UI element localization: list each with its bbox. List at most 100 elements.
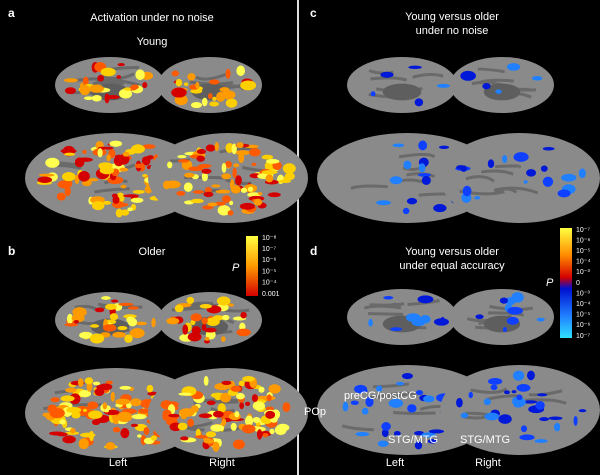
- activation: [62, 435, 76, 444]
- activation: [115, 398, 131, 405]
- activation: [211, 184, 221, 188]
- activation: [186, 296, 195, 304]
- activation: [236, 328, 251, 337]
- activation: [401, 373, 414, 380]
- activation: [78, 438, 89, 450]
- sulcus: [398, 152, 436, 159]
- activation: [380, 71, 394, 78]
- activation: [236, 142, 244, 149]
- colorbar-tick-label: 10⁻⁵: [576, 312, 590, 319]
- activation: [402, 207, 410, 215]
- activation: [82, 149, 87, 154]
- activation: [59, 419, 66, 425]
- activation: [142, 81, 148, 89]
- activation: [516, 384, 531, 392]
- activation: [532, 75, 543, 81]
- activation: [220, 392, 232, 403]
- activation: [225, 98, 238, 108]
- activation: [204, 327, 217, 333]
- activation: [221, 162, 227, 173]
- activation: [511, 390, 517, 394]
- colorbar-tick-label: 10⁻³: [576, 269, 590, 276]
- activation: [261, 170, 278, 175]
- activation: [251, 394, 258, 403]
- panel-title: Older: [139, 246, 166, 258]
- activation: [258, 386, 265, 393]
- activation: [134, 163, 143, 169]
- activation: [64, 152, 76, 156]
- activation: [162, 409, 172, 420]
- activation: [79, 331, 93, 339]
- activation: [84, 377, 94, 385]
- activation: [206, 317, 220, 327]
- activation: [535, 400, 545, 410]
- activation: [418, 140, 428, 151]
- colorbar-tick-label: 0.001: [262, 291, 280, 298]
- activation: [106, 95, 120, 100]
- activation: [468, 391, 474, 399]
- colorbar-tick-label: 10⁻⁶: [576, 237, 590, 244]
- activation: [230, 422, 237, 431]
- activation: [69, 393, 81, 405]
- colorbar-tick-label: 10⁻⁷: [262, 246, 276, 253]
- activation: [187, 332, 202, 342]
- sulcus: [477, 67, 505, 74]
- activation: [97, 148, 103, 158]
- activation: [178, 392, 192, 396]
- activation: [548, 416, 563, 421]
- activation: [112, 195, 120, 204]
- activation: [502, 326, 507, 333]
- activation: [203, 191, 214, 198]
- activation: [542, 176, 554, 187]
- activation: [484, 412, 500, 421]
- activation: [235, 175, 242, 186]
- activation: [225, 142, 234, 153]
- activation: [71, 314, 85, 323]
- activation: [180, 410, 188, 420]
- activation: [242, 375, 255, 382]
- activation: [482, 83, 491, 90]
- activation: [216, 296, 231, 306]
- activation: [361, 407, 369, 415]
- activation: [66, 313, 73, 325]
- activation: [231, 143, 237, 155]
- activation: [342, 401, 349, 412]
- activation: [64, 323, 78, 327]
- activation: [89, 84, 104, 93]
- colorbar-tick-label: 10⁻⁵: [576, 248, 590, 255]
- activation: [111, 415, 121, 421]
- activation: [109, 313, 119, 321]
- activation: [63, 180, 73, 185]
- activation: [542, 147, 555, 151]
- sulcus: [368, 312, 404, 316]
- activation: [561, 173, 577, 182]
- activation: [50, 397, 60, 403]
- activation: [79, 84, 91, 96]
- activation: [536, 393, 548, 397]
- sulcus: [495, 164, 522, 169]
- activation: [557, 189, 571, 198]
- activation: [268, 384, 281, 394]
- activation: [176, 191, 186, 196]
- activation: [102, 402, 108, 410]
- activation: [265, 410, 276, 419]
- panel-title: under equal accuracy: [399, 260, 505, 272]
- activation: [127, 317, 138, 327]
- activation: [116, 75, 121, 79]
- activation: [190, 101, 203, 109]
- activation: [206, 400, 216, 406]
- activation: [417, 295, 434, 304]
- activation: [427, 438, 438, 444]
- medial-wall: [382, 83, 422, 101]
- activation: [118, 302, 134, 306]
- activation: [381, 428, 389, 438]
- activation: [221, 173, 232, 180]
- activation: [45, 157, 60, 168]
- activation: [190, 405, 199, 413]
- colorbar-tick-label: 10⁻⁶: [262, 257, 276, 264]
- medial-wall: [483, 83, 521, 101]
- activation: [390, 327, 403, 332]
- activation: [83, 96, 94, 101]
- activation: [135, 321, 148, 326]
- activation: [516, 394, 523, 401]
